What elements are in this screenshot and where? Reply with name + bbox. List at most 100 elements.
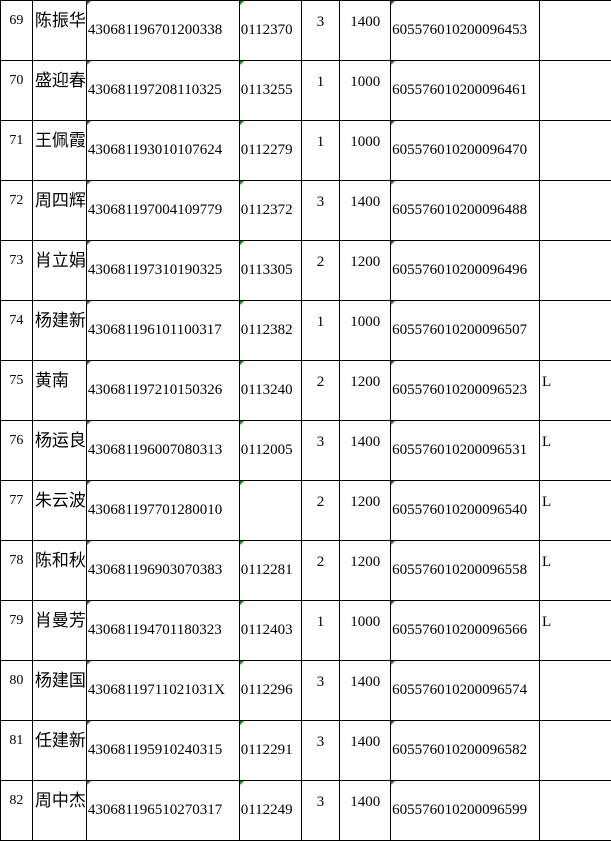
name-cell[interactable]: 杨建国 <box>32 661 86 721</box>
code-cell[interactable]: 0112279 <box>239 121 301 181</box>
account-number-cell[interactable]: 605576010200096507 <box>391 301 540 361</box>
name-cell[interactable]: 陈和秋 <box>32 541 86 601</box>
count-cell[interactable]: 3 <box>301 721 340 781</box>
name-cell[interactable]: 陈振华 <box>32 1 86 61</box>
amount-cell[interactable]: 1000 <box>340 61 391 121</box>
amount-cell[interactable]: 1200 <box>340 481 391 541</box>
account-number-cell[interactable]: 605576010200096582 <box>391 721 540 781</box>
account-number-cell[interactable]: 605576010200096470 <box>391 121 540 181</box>
id-number-cell[interactable]: 430681196903070383 <box>86 541 239 601</box>
mark-cell[interactable]: L <box>540 601 611 661</box>
mark-cell[interactable] <box>540 721 611 781</box>
code-cell[interactable]: 0113240 <box>239 361 301 421</box>
name-cell[interactable]: 任建新 <box>32 721 86 781</box>
account-number-cell[interactable]: 605576010200096523 <box>391 361 540 421</box>
account-number-cell[interactable]: 605576010200096599 <box>391 781 540 841</box>
count-cell[interactable]: 3 <box>301 661 340 721</box>
count-cell[interactable]: 1 <box>301 601 340 661</box>
mark-cell[interactable] <box>540 181 611 241</box>
mark-cell[interactable]: L <box>540 361 611 421</box>
id-number-cell[interactable]: 430681196101100317 <box>86 301 239 361</box>
mark-cell[interactable] <box>540 121 611 181</box>
amount-cell[interactable]: 1000 <box>340 121 391 181</box>
code-cell[interactable]: 0112281 <box>239 541 301 601</box>
account-number-cell[interactable]: 605576010200096453 <box>391 1 540 61</box>
count-cell[interactable]: 1 <box>301 61 340 121</box>
code-cell[interactable]: 0113305 <box>239 241 301 301</box>
id-number-cell[interactable]: 430681197208110325 <box>86 61 239 121</box>
amount-cell[interactable]: 1400 <box>340 721 391 781</box>
row-number-cell[interactable]: 71 <box>1 121 33 181</box>
code-cell[interactable]: 0112249 <box>239 781 301 841</box>
account-number-cell[interactable]: 605576010200096558 <box>391 541 540 601</box>
account-number-cell[interactable]: 605576010200096461 <box>391 61 540 121</box>
amount-cell[interactable]: 1200 <box>340 241 391 301</box>
row-number-cell[interactable]: 79 <box>1 601 33 661</box>
row-number-cell[interactable]: 72 <box>1 181 33 241</box>
name-cell[interactable]: 杨运良 <box>32 421 86 481</box>
id-number-cell[interactable]: 430681197701280010 <box>86 481 239 541</box>
name-cell[interactable]: 肖立娟 <box>32 241 86 301</box>
code-cell[interactable]: 0112296 <box>239 661 301 721</box>
count-cell[interactable]: 2 <box>301 481 340 541</box>
mark-cell[interactable] <box>540 61 611 121</box>
id-number-cell[interactable]: 430681197210150326 <box>86 361 239 421</box>
amount-cell[interactable]: 1400 <box>340 781 391 841</box>
amount-cell[interactable]: 1000 <box>340 301 391 361</box>
row-number-cell[interactable]: 70 <box>1 61 33 121</box>
id-number-cell[interactable]: 430681197004109779 <box>86 181 239 241</box>
count-cell[interactable]: 2 <box>301 241 340 301</box>
name-cell[interactable]: 盛迎春 <box>32 61 86 121</box>
amount-cell[interactable]: 1400 <box>340 1 391 61</box>
row-number-cell[interactable]: 73 <box>1 241 33 301</box>
code-cell[interactable]: 0112372 <box>239 181 301 241</box>
id-number-cell[interactable]: 430681193010107624 <box>86 121 239 181</box>
account-number-cell[interactable]: 605576010200096574 <box>391 661 540 721</box>
count-cell[interactable]: 1 <box>301 301 340 361</box>
row-number-cell[interactable]: 76 <box>1 421 33 481</box>
mark-cell[interactable] <box>540 661 611 721</box>
code-cell[interactable]: 0112370 <box>239 1 301 61</box>
code-cell[interactable]: 0112403 <box>239 601 301 661</box>
mark-cell[interactable] <box>540 1 611 61</box>
id-number-cell[interactable]: 43068119711021031X <box>86 661 239 721</box>
count-cell[interactable]: 3 <box>301 1 340 61</box>
amount-cell[interactable]: 1000 <box>340 601 391 661</box>
count-cell[interactable]: 2 <box>301 361 340 421</box>
row-number-cell[interactable]: 69 <box>1 1 33 61</box>
name-cell[interactable]: 周中杰 <box>32 781 86 841</box>
amount-cell[interactable]: 1200 <box>340 361 391 421</box>
account-number-cell[interactable]: 605576010200096540 <box>391 481 540 541</box>
account-number-cell[interactable]: 605576010200096566 <box>391 601 540 661</box>
row-number-cell[interactable]: 75 <box>1 361 33 421</box>
mark-cell[interactable]: L <box>540 421 611 481</box>
count-cell[interactable]: 2 <box>301 541 340 601</box>
amount-cell[interactable]: 1400 <box>340 661 391 721</box>
count-cell[interactable]: 1 <box>301 121 340 181</box>
name-cell[interactable]: 朱云波 <box>32 481 86 541</box>
row-number-cell[interactable]: 81 <box>1 721 33 781</box>
amount-cell[interactable]: 1200 <box>340 541 391 601</box>
row-number-cell[interactable]: 77 <box>1 481 33 541</box>
name-cell[interactable]: 周四辉 <box>32 181 86 241</box>
amount-cell[interactable]: 1400 <box>340 181 391 241</box>
mark-cell[interactable]: L <box>540 481 611 541</box>
code-cell[interactable]: 0113255 <box>239 61 301 121</box>
name-cell[interactable]: 肖曼芳 <box>32 601 86 661</box>
row-number-cell[interactable]: 74 <box>1 301 33 361</box>
count-cell[interactable]: 3 <box>301 181 340 241</box>
id-number-cell[interactable]: 430681196510270317 <box>86 781 239 841</box>
mark-cell[interactable] <box>540 781 611 841</box>
row-number-cell[interactable]: 80 <box>1 661 33 721</box>
id-number-cell[interactable]: 430681197310190325 <box>86 241 239 301</box>
code-cell[interactable]: 0112382 <box>239 301 301 361</box>
count-cell[interactable]: 3 <box>301 781 340 841</box>
name-cell[interactable]: 王佩霞 <box>32 121 86 181</box>
name-cell[interactable]: 黄南 <box>32 361 86 421</box>
account-number-cell[interactable]: 605576010200096488 <box>391 181 540 241</box>
id-number-cell[interactable]: 430681196701200338 <box>86 1 239 61</box>
account-number-cell[interactable]: 605576010200096496 <box>391 241 540 301</box>
code-cell[interactable] <box>239 481 301 541</box>
row-number-cell[interactable]: 78 <box>1 541 33 601</box>
id-number-cell[interactable]: 430681196007080313 <box>86 421 239 481</box>
